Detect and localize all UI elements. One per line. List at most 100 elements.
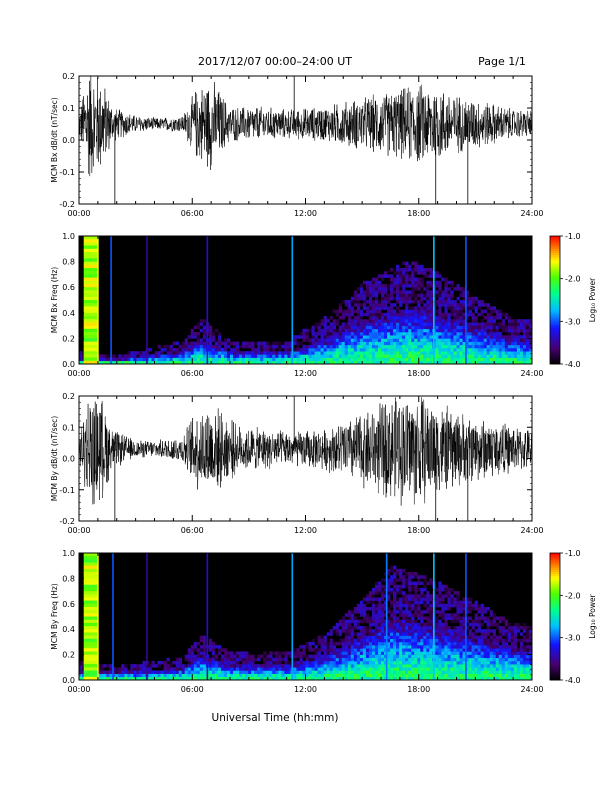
spectrogram-cell xyxy=(498,648,503,652)
spectrogram-cell xyxy=(402,616,406,620)
spectrogram-cell xyxy=(465,626,469,630)
spectrogram-cell xyxy=(211,676,216,681)
spectrogram-cell xyxy=(317,348,321,352)
colorbar-segment xyxy=(550,248,560,252)
spectrogram-cell xyxy=(480,664,484,668)
spectrogram-cell xyxy=(480,328,484,333)
spectrogram-cell xyxy=(350,664,355,668)
spectrogram-cell xyxy=(477,348,481,352)
spectrogram-cell xyxy=(396,319,400,323)
spectrogram-cell xyxy=(402,568,406,573)
spectrogram-cell xyxy=(519,664,524,668)
spectrogram-cell xyxy=(368,657,373,662)
spectrogram-cell xyxy=(79,360,83,365)
spectrogram-cell xyxy=(190,351,195,355)
spectrogram-cell xyxy=(423,332,427,336)
x-tick-label: 00:00 xyxy=(67,369,90,378)
spectrogram-cell xyxy=(450,344,454,349)
spectrogram-cell xyxy=(429,603,433,608)
spectrogram-cell xyxy=(426,581,430,586)
spectrogram-cell xyxy=(483,357,487,362)
spectrogram-cell xyxy=(402,354,406,358)
spectrogram-cell xyxy=(374,287,379,291)
spectrogram-cell xyxy=(408,296,412,301)
spectrogram-cell xyxy=(272,344,276,349)
spectrogram-cell xyxy=(429,578,433,582)
spectrogram-cell xyxy=(489,641,494,646)
spectrogram-cell xyxy=(269,664,273,668)
spectrogram-cell xyxy=(223,651,228,655)
vertical-streak xyxy=(146,553,148,680)
spectrogram-cell xyxy=(420,268,424,272)
spectrogram-cell xyxy=(133,351,137,355)
spectrogram-cell xyxy=(362,673,367,678)
spectrogram-cell xyxy=(332,325,336,330)
spectrogram-cell xyxy=(450,360,454,365)
spectrogram-cell xyxy=(390,284,394,288)
x-tick-label: 00:00 xyxy=(67,526,90,535)
spectrogram-cell xyxy=(323,319,327,323)
spectrogram-cell xyxy=(287,351,291,355)
spectrogram-cell xyxy=(429,338,433,342)
spectrogram-cell xyxy=(371,357,376,362)
spectrogram-cell xyxy=(384,610,388,614)
spectrogram-cell xyxy=(381,613,385,617)
spectrogram-cell xyxy=(368,312,373,317)
spectrogram-cell xyxy=(435,351,439,355)
spectrogram-cell xyxy=(341,667,346,671)
spectrogram-cell xyxy=(414,603,418,608)
spectrogram-cell xyxy=(284,667,288,671)
spectrogram-cell xyxy=(82,664,86,668)
spectrogram-cell xyxy=(405,597,409,601)
spectrogram-cell xyxy=(202,660,207,665)
spectrogram-cell xyxy=(510,638,515,643)
spectrogram-cell xyxy=(417,300,421,304)
spectrogram-cell xyxy=(414,284,418,288)
spectrogram-cell xyxy=(193,341,198,346)
spectrogram-cell xyxy=(399,338,403,342)
spectrogram-cell xyxy=(396,638,400,643)
spectrogram-cell xyxy=(480,341,484,346)
spectrogram-cell xyxy=(402,271,406,275)
spectrogram-cell xyxy=(190,648,195,652)
spectrogram-cell xyxy=(522,357,527,362)
spectrogram-cell xyxy=(353,626,358,630)
spectrogram-cell xyxy=(465,300,469,304)
spectrogram-cell xyxy=(426,306,430,310)
spectrogram-cell xyxy=(208,332,213,336)
spectrogram-cell xyxy=(233,654,237,659)
hot-band-cell xyxy=(83,335,98,339)
spectrogram-cell xyxy=(311,325,315,330)
spectrogram-cell xyxy=(269,673,273,678)
spectrogram-cell xyxy=(368,293,373,298)
colorbar-segment xyxy=(550,274,560,277)
spectrogram-cell xyxy=(302,651,306,655)
spectrogram-cell xyxy=(405,284,409,288)
colorbar-segment xyxy=(550,306,560,309)
spectrogram-cell xyxy=(353,645,358,649)
spectrogram-cell xyxy=(272,348,276,352)
spectrogram-cell xyxy=(254,670,258,674)
spectrogram-cell xyxy=(245,354,249,358)
spectrogram-cell xyxy=(317,654,321,659)
spectrogram-cell xyxy=(347,673,352,678)
spectrogram-cell xyxy=(350,312,355,317)
spectrogram-cell xyxy=(483,348,487,352)
spectrogram-cell xyxy=(450,354,454,358)
spectrogram-cell xyxy=(347,354,352,358)
spectrogram-cell xyxy=(362,351,367,355)
spectrogram-cell xyxy=(293,360,297,365)
spectrogram-cell xyxy=(417,309,421,314)
spectrogram-cell xyxy=(302,660,306,665)
spectrogram-cell xyxy=(456,348,460,352)
spectrogram-cell xyxy=(429,619,433,624)
spectrogram-cell xyxy=(242,341,246,346)
spectrogram-cell xyxy=(220,657,225,662)
spectrogram-cell xyxy=(405,325,409,330)
spectrogram-cell xyxy=(387,632,391,636)
spectrogram-cell xyxy=(474,654,478,659)
spectrogram-cell xyxy=(359,626,364,630)
spectrogram-cell xyxy=(429,648,433,652)
x-tick-label: 24:00 xyxy=(520,526,543,535)
spectrogram-cell xyxy=(196,344,201,349)
